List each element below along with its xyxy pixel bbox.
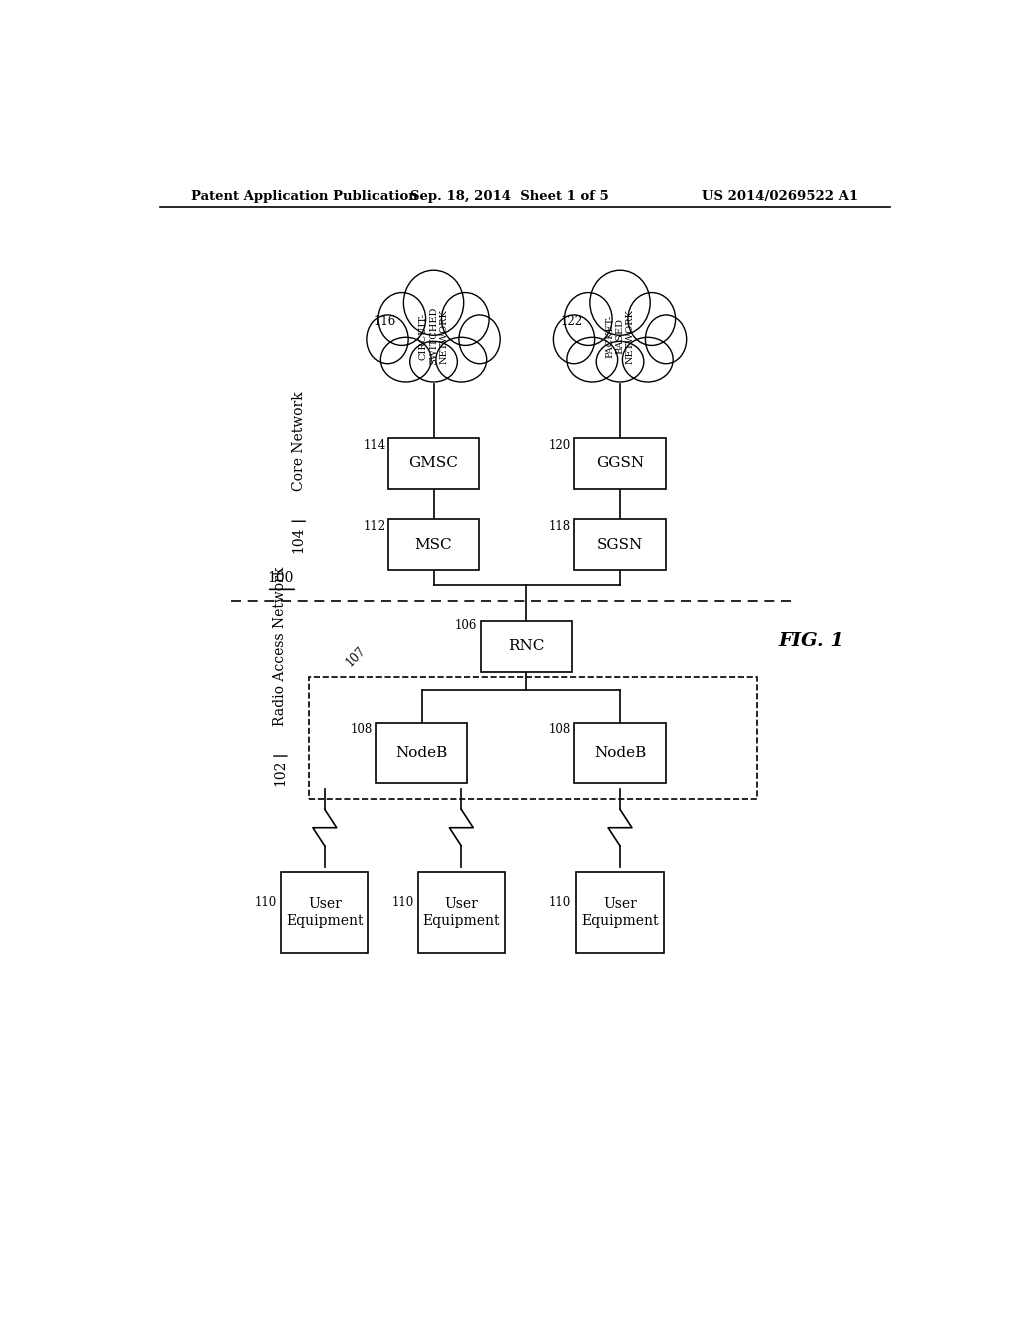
Text: User
Equipment: User Equipment (286, 898, 364, 928)
Text: 118: 118 (549, 520, 570, 533)
Text: PACKET-
BASED
NETWORK: PACKET- BASED NETWORK (605, 309, 635, 364)
Text: US 2014/0269522 A1: US 2014/0269522 A1 (702, 190, 858, 202)
Ellipse shape (367, 315, 409, 364)
Text: NodeB: NodeB (395, 746, 447, 760)
FancyBboxPatch shape (376, 722, 467, 784)
Text: Radio Access Network: Radio Access Network (273, 566, 288, 726)
FancyBboxPatch shape (388, 519, 479, 570)
Text: 116: 116 (374, 314, 396, 327)
Ellipse shape (645, 315, 687, 364)
Text: NodeB: NodeB (594, 746, 646, 760)
Ellipse shape (459, 315, 500, 364)
FancyBboxPatch shape (577, 873, 664, 953)
Text: 106: 106 (455, 619, 477, 632)
Ellipse shape (410, 342, 458, 381)
Ellipse shape (441, 293, 489, 346)
Text: RNC: RNC (508, 639, 545, 653)
Text: FIG. 1: FIG. 1 (778, 632, 845, 651)
FancyBboxPatch shape (574, 519, 666, 570)
Ellipse shape (567, 338, 617, 381)
FancyBboxPatch shape (480, 620, 572, 672)
Ellipse shape (378, 293, 426, 346)
Ellipse shape (628, 293, 676, 346)
Text: 110: 110 (391, 896, 414, 909)
Ellipse shape (623, 338, 673, 381)
Ellipse shape (596, 342, 644, 381)
Text: CIRCUIT-
SWITCHED
NETWORK: CIRCUIT- SWITCHED NETWORK (419, 308, 449, 366)
Text: Sep. 18, 2014  Sheet 1 of 5: Sep. 18, 2014 Sheet 1 of 5 (410, 190, 608, 202)
Text: 108: 108 (549, 723, 570, 737)
Text: Core Network: Core Network (292, 391, 305, 491)
Ellipse shape (380, 338, 431, 381)
Text: 122: 122 (560, 314, 583, 327)
Text: 110: 110 (549, 896, 570, 909)
Text: MSC: MSC (415, 537, 453, 552)
FancyBboxPatch shape (282, 873, 369, 953)
Text: SGSN: SGSN (597, 537, 643, 552)
Text: 107: 107 (344, 644, 369, 669)
Ellipse shape (553, 315, 595, 364)
Text: 120: 120 (549, 438, 570, 451)
Ellipse shape (590, 271, 650, 335)
FancyBboxPatch shape (574, 438, 666, 488)
Ellipse shape (564, 293, 612, 346)
Text: GMSC: GMSC (409, 457, 459, 470)
Text: 104: 104 (292, 527, 305, 553)
FancyBboxPatch shape (388, 438, 479, 488)
Text: 114: 114 (364, 438, 386, 451)
FancyBboxPatch shape (574, 722, 666, 784)
Text: 102: 102 (273, 760, 288, 787)
FancyBboxPatch shape (418, 873, 505, 953)
Text: 100: 100 (267, 572, 293, 585)
Text: 112: 112 (364, 520, 386, 533)
Text: User
Equipment: User Equipment (582, 898, 658, 928)
Text: Patent Application Publication: Patent Application Publication (191, 190, 418, 202)
Text: GGSN: GGSN (596, 457, 644, 470)
Ellipse shape (436, 338, 486, 381)
Ellipse shape (403, 271, 464, 335)
Text: 108: 108 (350, 723, 373, 737)
Text: 110: 110 (255, 896, 278, 909)
Text: User
Equipment: User Equipment (423, 898, 500, 928)
